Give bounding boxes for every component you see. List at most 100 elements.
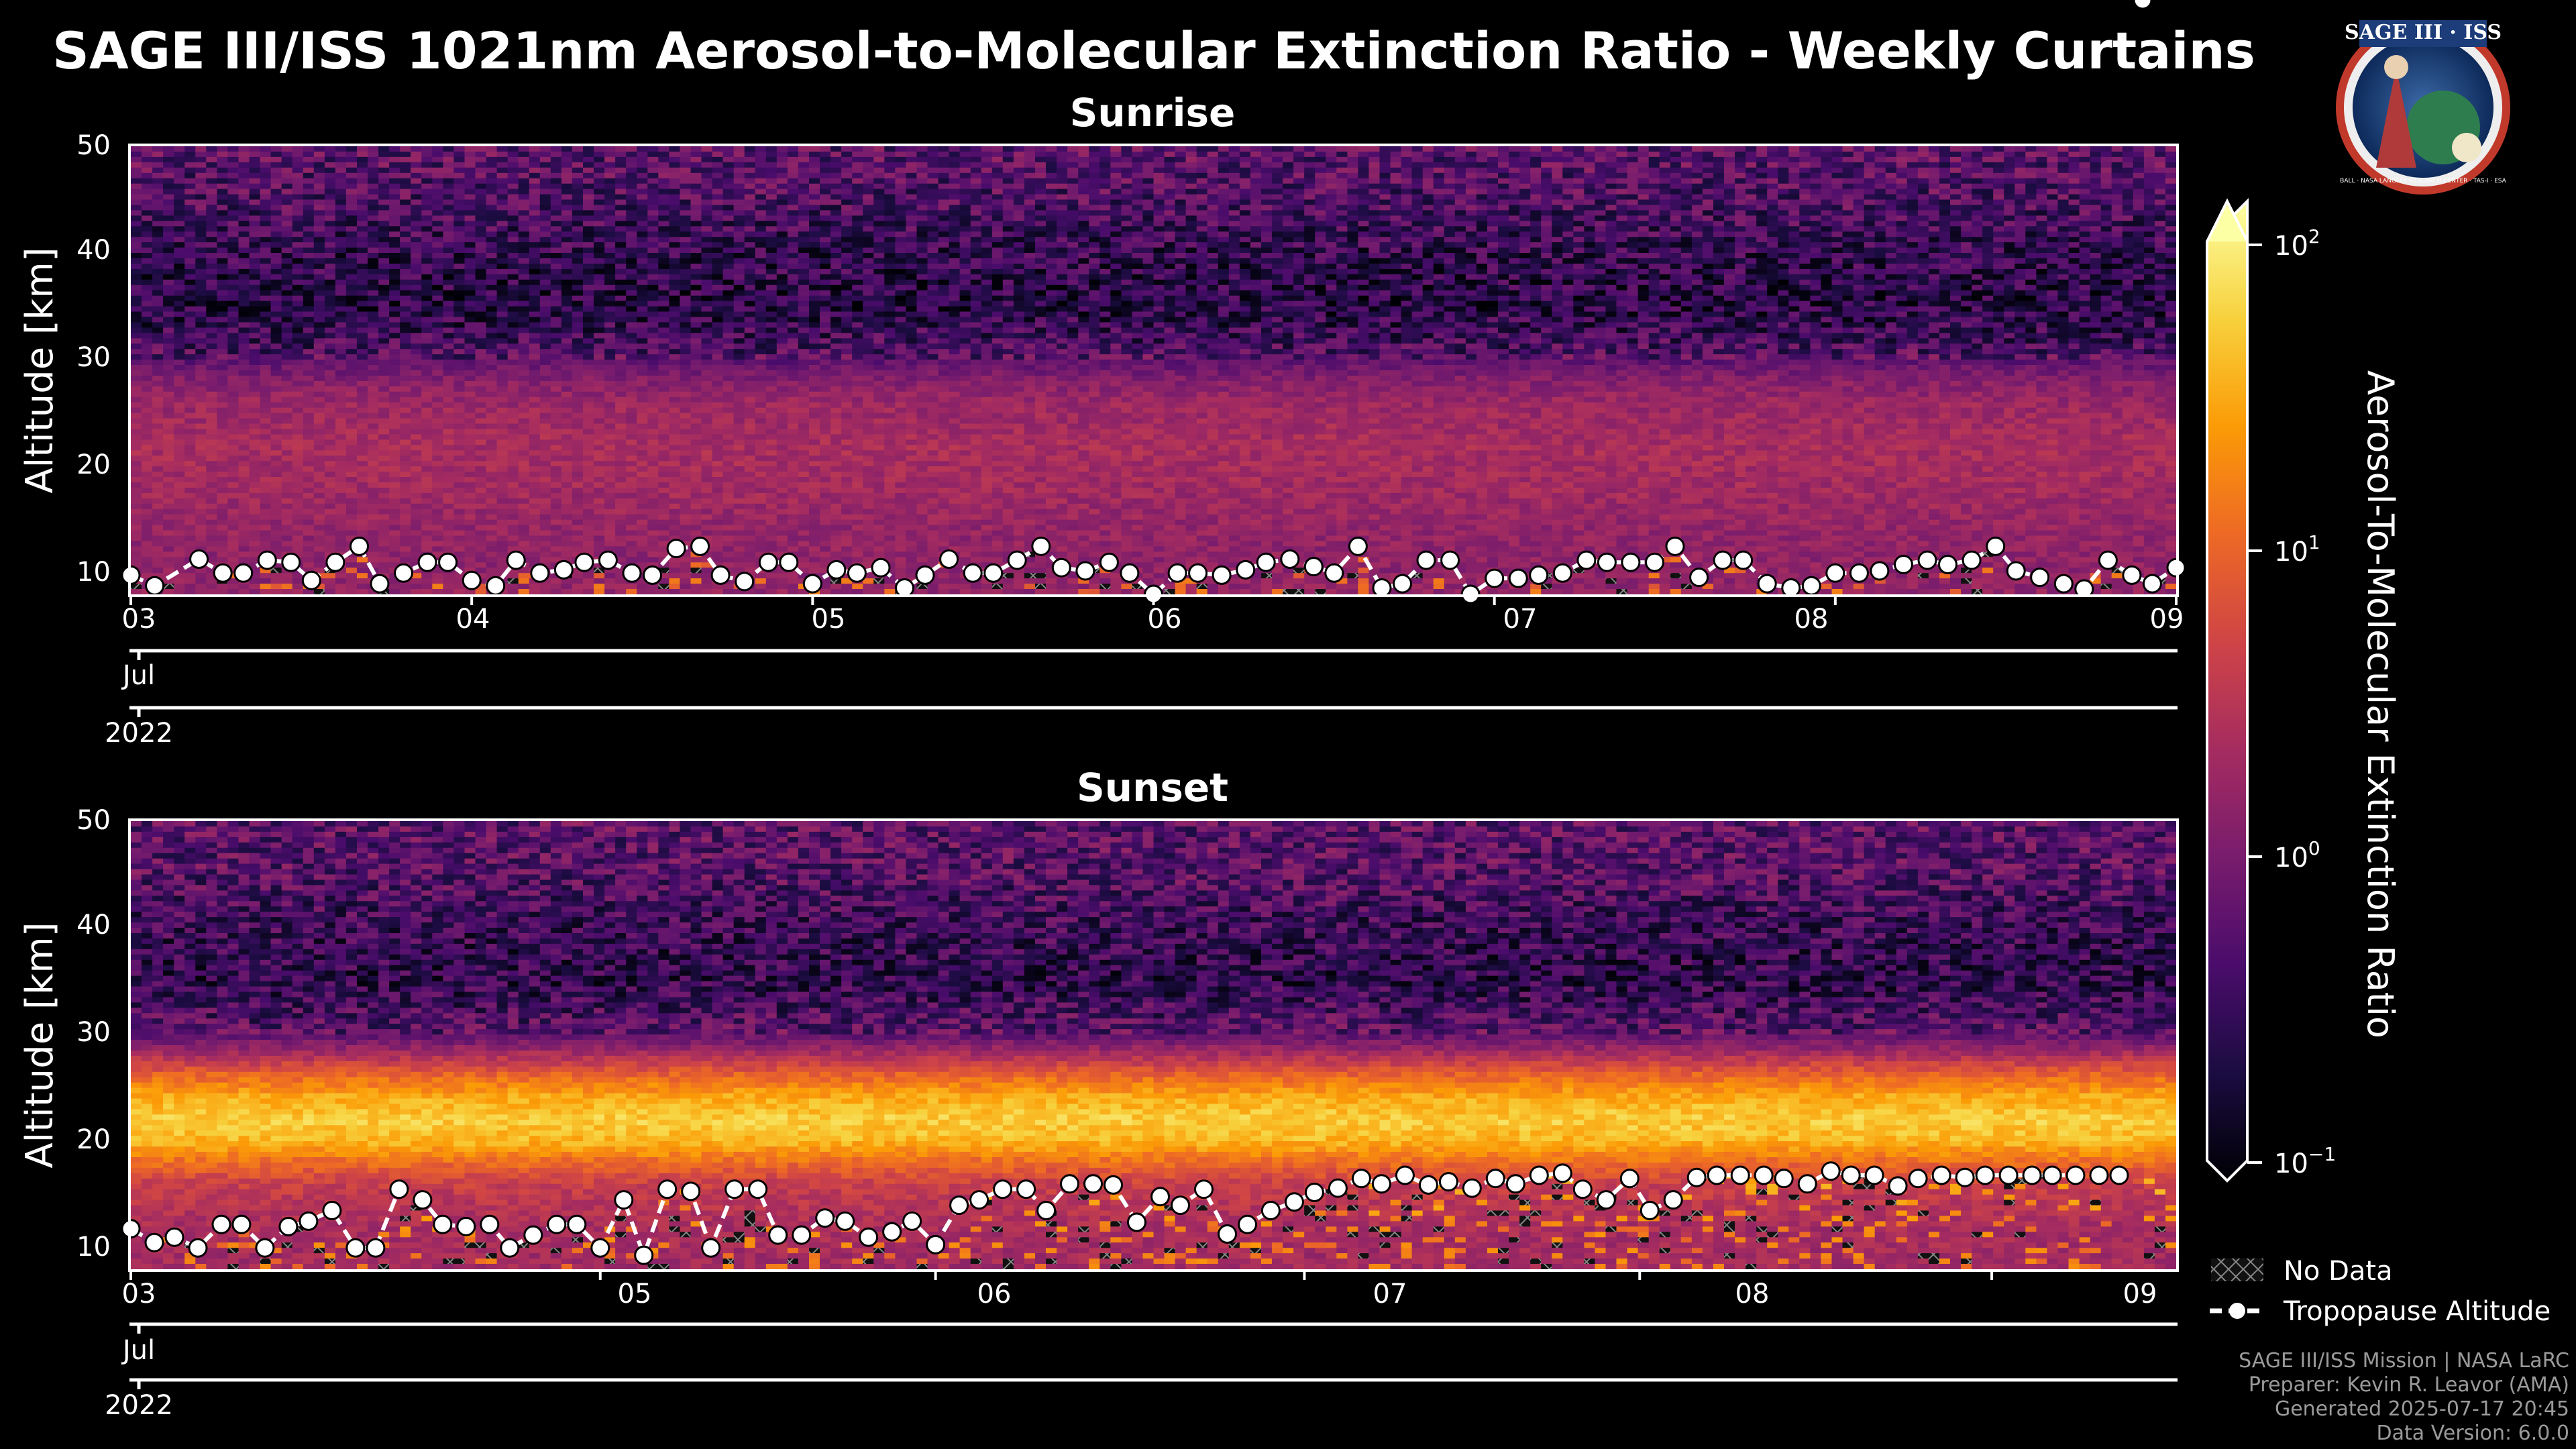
heatmap-cell	[217, 477, 228, 483]
heatmap-cell	[282, 152, 293, 158]
heatmap-cell	[131, 445, 142, 451]
heatmap-cell	[152, 397, 164, 403]
heatmap-cell	[206, 365, 217, 371]
heatmap-cell	[250, 269, 261, 275]
heatmap-cell	[131, 434, 142, 440]
heatmap-cell	[282, 445, 293, 451]
heatmap-cell	[152, 562, 164, 568]
heatmap-cell	[152, 343, 164, 350]
heatmap-cell	[260, 296, 272, 302]
heatmap-cell	[131, 290, 142, 297]
heatmap-cell	[217, 317, 228, 323]
heatmap-cell	[260, 152, 272, 158]
heatmap-cell	[282, 327, 293, 333]
heatmap-cell	[260, 146, 272, 152]
heatmap-cell	[131, 525, 142, 531]
heatmap-cell	[271, 146, 282, 152]
heatmap-cell	[206, 493, 217, 499]
heatmap-cell	[142, 189, 153, 195]
heatmap-cell	[227, 264, 239, 270]
heatmap-cell	[260, 370, 272, 376]
heatmap-cell	[184, 248, 196, 254]
heatmap-cell	[174, 557, 185, 563]
heatmap-cell	[163, 381, 174, 387]
heatmap-cell	[250, 429, 261, 435]
heatmap-cell	[239, 589, 250, 595]
heatmap-cell	[174, 488, 185, 494]
heatmap-cell	[271, 466, 282, 472]
heatmap-cell	[174, 205, 185, 211]
heatmap-cell	[152, 450, 164, 456]
heatmap-cell	[271, 386, 282, 392]
heatmap-cell	[163, 210, 174, 216]
heatmap-cell	[250, 504, 261, 510]
heatmap-cell	[282, 317, 293, 323]
heatmap-cell	[227, 509, 239, 515]
heatmap-cell	[195, 195, 207, 201]
heatmap-cell	[152, 162, 164, 168]
heatmap-cell	[217, 184, 228, 190]
heatmap-cell	[131, 386, 142, 392]
heatmap-cell	[206, 280, 217, 286]
heatmap-cell	[163, 531, 174, 537]
heatmap-cell	[260, 392, 272, 398]
heatmap-cell	[174, 349, 185, 355]
heatmap-cell	[174, 178, 185, 184]
heatmap-cell	[250, 296, 261, 302]
heatmap-cell	[184, 370, 196, 376]
heatmap-cell	[239, 370, 250, 376]
heatmap-cell	[142, 274, 153, 280]
heatmap-cell	[250, 509, 261, 515]
heatmap-cell	[217, 221, 228, 227]
heatmap-cell	[227, 477, 239, 483]
heatmap-cell	[217, 269, 228, 275]
heatmap-cell	[131, 520, 142, 526]
heatmap-cell	[250, 231, 261, 237]
heatmap-cell	[152, 461, 164, 467]
heatmap-cell	[184, 429, 196, 435]
heatmap-cell	[271, 408, 282, 414]
heatmap-cell	[271, 402, 282, 409]
heatmap-cell	[239, 504, 250, 510]
heatmap-cell	[174, 264, 185, 270]
heatmap-cell	[142, 307, 153, 313]
heatmap-cell	[250, 413, 261, 419]
heatmap-cell	[131, 439, 142, 445]
heatmap-cell	[163, 189, 174, 195]
heatmap-cell	[271, 317, 282, 323]
heatmap-cell	[163, 455, 174, 462]
heatmap-cell	[174, 231, 185, 237]
heatmap-cell	[271, 482, 282, 488]
heatmap-cell	[184, 419, 196, 425]
heatmap-cell	[227, 482, 239, 488]
heatmap-cell	[163, 152, 174, 158]
heatmap-cell	[260, 531, 272, 537]
heatmap-cell	[195, 307, 207, 313]
heatmap-cell	[174, 280, 185, 286]
heatmap-cell	[260, 280, 272, 286]
heatmap-cell	[152, 146, 164, 152]
heatmap-cell	[152, 493, 164, 499]
heatmap-cell	[239, 488, 250, 494]
heatmap-cell	[195, 200, 207, 206]
heatmap-cell	[174, 184, 185, 190]
heatmap-cell	[152, 365, 164, 371]
heatmap-cell	[250, 322, 261, 328]
heatmap-cell	[163, 327, 174, 333]
heatmap-cell	[131, 498, 142, 504]
heatmap-cell	[195, 264, 207, 270]
heatmap-cell	[250, 461, 261, 467]
heatmap-cell	[131, 146, 142, 152]
heatmap-cell	[206, 360, 217, 366]
heatmap-cell	[217, 509, 228, 515]
heatmap-cell	[260, 210, 272, 216]
heatmap-cell	[282, 210, 293, 216]
heatmap-cell	[250, 226, 261, 232]
heatmap-cell	[282, 189, 293, 195]
heatmap-cell	[260, 184, 272, 190]
heatmap-cell	[282, 429, 293, 435]
heatmap-cell	[195, 253, 207, 259]
heatmap-cell	[152, 274, 164, 280]
heatmap-cell	[282, 168, 293, 174]
heatmap-cell	[217, 370, 228, 376]
